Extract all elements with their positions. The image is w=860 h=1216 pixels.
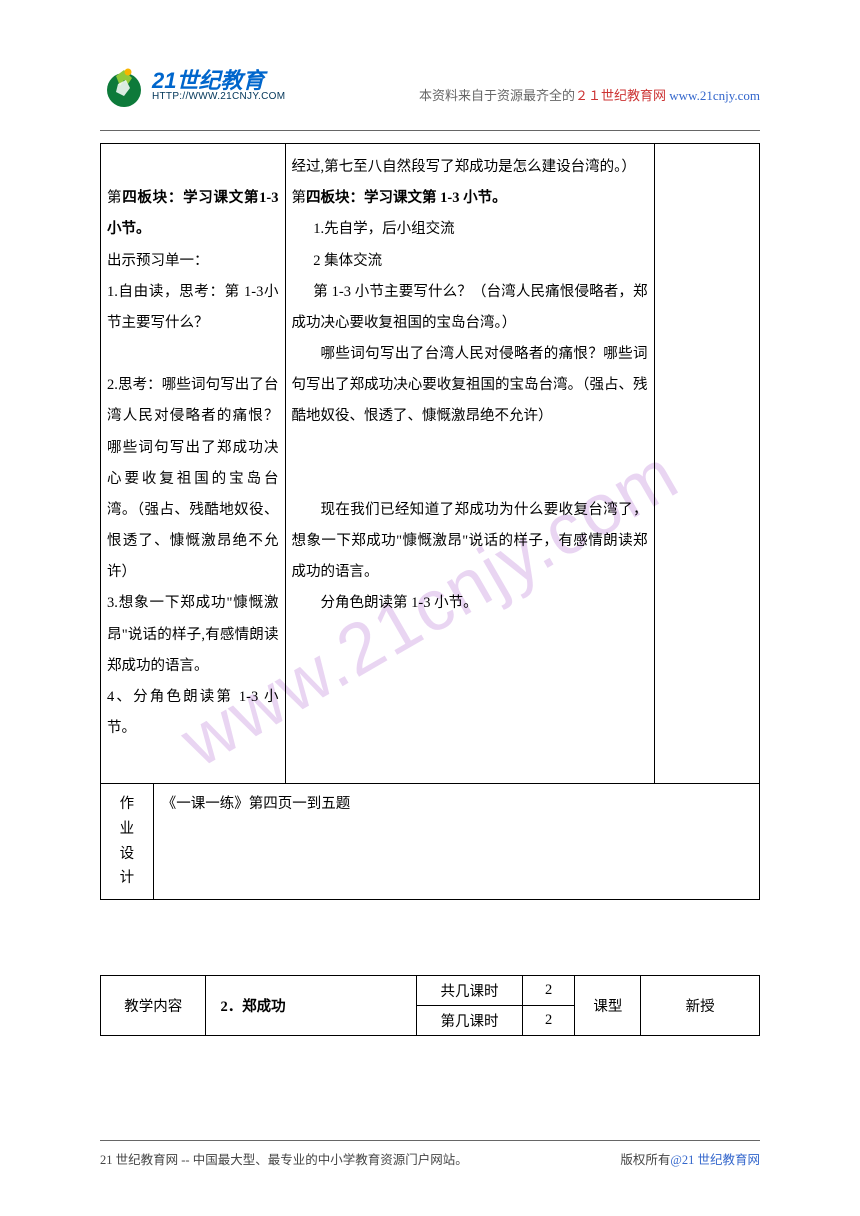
info-lesson: 2．郑成功 xyxy=(206,976,417,1036)
mid-p2: 2 集体交流 xyxy=(292,246,648,277)
info-total-label: 共几课时 xyxy=(417,976,522,1006)
mid-section-title: 四板块：学习课文第 1-3 小节。 xyxy=(306,190,507,206)
left-p3: 2.思考：哪些词句写出了台湾人民对侵略者的痛恨？哪些词句写出了郑成功决心要收复祖… xyxy=(107,370,279,588)
info-col1-label: 教学内容 xyxy=(101,976,206,1036)
info-which-label: 第几课时 xyxy=(417,1006,522,1036)
source-brand: ２１世纪教育网 xyxy=(575,88,666,103)
mid-p6: 分角色朗读第 1-3 小节。 xyxy=(292,588,648,619)
header-source: 本资料来自于资源最齐全的２１世纪教育网 www.21cnjy.com xyxy=(419,85,760,110)
logo-subtitle: HTTP://WWW.21CNJY.COM xyxy=(152,92,285,102)
logo-text: 21世纪教育 HTTP://WWW.21CNJY.COM xyxy=(152,70,285,102)
footer: 21 世纪教育网 -- 中国最大型、最专业的中小学教育资源门户网站。 版权所有@… xyxy=(100,1140,760,1168)
lesson-table: 第四板块：学习课文第1-3 小节。 出示预习单一： 1.自由读，思考：第 1-3… xyxy=(100,143,760,784)
mid-p4: 哪些词句写出了台湾人民对侵略者的痛恨？哪些词句写出了郑成功决心要收复祖国的宝岛台… xyxy=(292,339,648,433)
logo-runner-icon xyxy=(100,62,148,110)
mid-p3: 第 1-3 小节主要写什么？（台湾人民痛恨侵略者，郑成功决心要收复祖国的宝岛台湾… xyxy=(292,277,648,339)
info-type-label: 课型 xyxy=(575,976,641,1036)
footer-left: 21 世纪教育网 -- 中国最大型、最专业的中小学教育资源门户网站。 xyxy=(100,1149,468,1168)
info-which-val: 2 xyxy=(522,1006,575,1036)
table-row: 作 业 设 计 《一课一练》第四页一到五题 xyxy=(101,784,760,900)
page-container: 21世纪教育 HTTP://WWW.21CNJY.COM 本资料来自于资源最齐全… xyxy=(0,0,860,1216)
homework-label: 作 业 设 计 xyxy=(101,784,154,900)
table-row: 教学内容 2．郑成功 共几课时 2 课型 新授 xyxy=(101,976,760,1006)
left-p1: 出示预习单一： xyxy=(107,246,279,277)
mid-p1: 1.先自学，后小组交流 xyxy=(292,214,648,245)
hw-l4: 计 xyxy=(109,866,145,891)
hw-l2: 业 xyxy=(109,817,145,842)
logo: 21世纪教育 HTTP://WWW.21CNJY.COM xyxy=(100,62,285,110)
header: 21世纪教育 HTTP://WWW.21CNJY.COM 本资料来自于资源最齐全… xyxy=(100,40,760,110)
left-p4: 3.想象一下郑成功"慷慨激昂"说话的样子,有感情朗读郑成功的语言。 xyxy=(107,588,279,682)
section-pre: 第 xyxy=(107,190,122,206)
right-column xyxy=(654,144,759,784)
lesson-info-table: 教学内容 2．郑成功 共几课时 2 课型 新授 第几课时 2 xyxy=(100,975,760,1036)
footer-row: 21 世纪教育网 -- 中国最大型、最专业的中小学教育资源门户网站。 版权所有@… xyxy=(100,1149,760,1168)
left-p5: 4、分角色朗读第 1-3 小节。 xyxy=(107,682,279,744)
middle-column: 经过,第七至八自然段写了郑成功是怎么建设台湾的。） 第四板块：学习课文第 1-3… xyxy=(285,144,654,784)
footer-right-link: @21 世纪教育网 xyxy=(670,1153,760,1167)
source-prefix: 本资料来自于资源最齐全的 xyxy=(419,88,575,103)
homework-content: 《一课一练》第四页一到五题 xyxy=(153,784,759,900)
header-divider xyxy=(100,130,760,131)
homework-table: 作 业 设 计 《一课一练》第四页一到五题 xyxy=(100,783,760,900)
source-url: www.21cnjy.com xyxy=(666,88,760,103)
footer-divider xyxy=(100,1140,760,1141)
footer-right-pre: 版权所有 xyxy=(620,1153,670,1167)
lesson-title: 2．郑成功 xyxy=(220,999,285,1015)
logo-title: 21世纪教育 xyxy=(152,70,285,92)
info-total-val: 2 xyxy=(522,976,575,1006)
table-row: 第四板块：学习课文第1-3 小节。 出示预习单一： 1.自由读，思考：第 1-3… xyxy=(101,144,760,784)
left-p2: 1.自由读，思考：第 1-3小节主要写什么？ xyxy=(107,277,279,339)
mid-section-pre: 第 xyxy=(292,190,307,206)
hw-l1: 作 xyxy=(109,792,145,817)
left-column: 第四板块：学习课文第1-3 小节。 出示预习单一： 1.自由读，思考：第 1-3… xyxy=(101,144,286,784)
hw-l3: 设 xyxy=(109,842,145,867)
section-title: 四板块：学习课文第1-3 小节。 xyxy=(107,190,279,237)
mid-p5: 现在我们已经知道了郑成功为什么要收复台湾了，想象一下郑成功"慷慨激昂"说话的样子… xyxy=(292,495,648,589)
footer-right: 版权所有@21 世纪教育网 xyxy=(620,1149,760,1168)
info-type-val: 新授 xyxy=(641,976,760,1036)
mid-p0: 经过,第七至八自然段写了郑成功是怎么建设台湾的。） xyxy=(292,152,648,183)
